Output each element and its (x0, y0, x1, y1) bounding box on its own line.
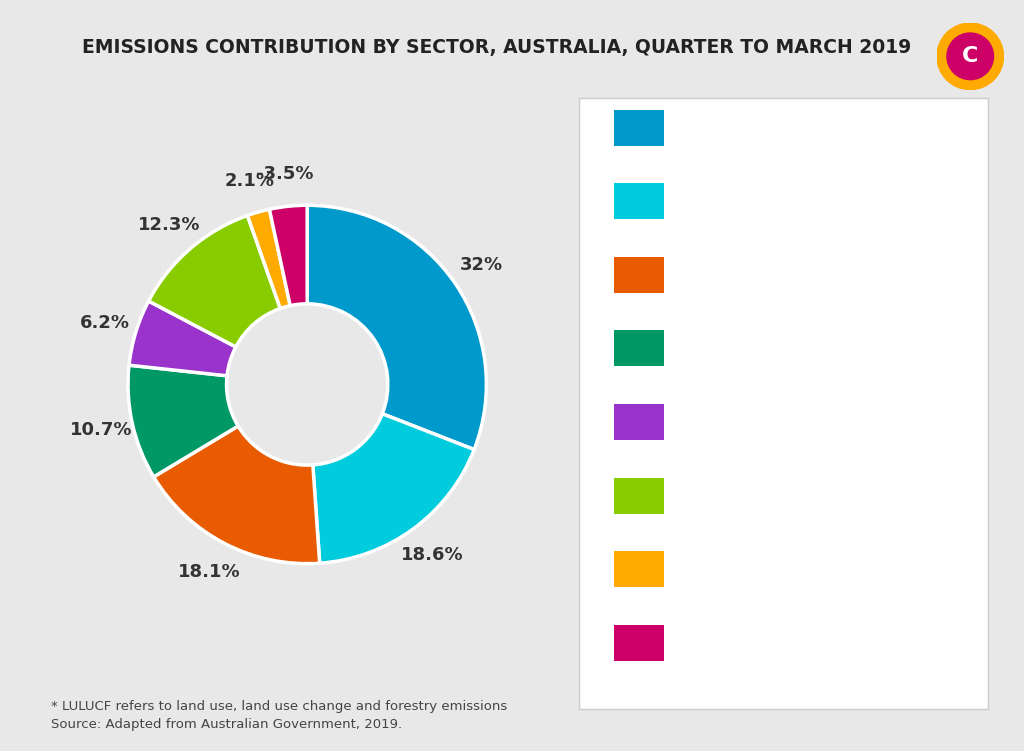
Wedge shape (312, 414, 474, 563)
Text: 18.1%: 18.1% (178, 563, 241, 581)
Wedge shape (154, 426, 319, 564)
Text: Waste: Waste (679, 562, 724, 577)
Text: EMISSIONS CONTRIBUTION BY SECTOR, AUSTRALIA, QUARTER TO MARCH 2019: EMISSIONS CONTRIBUTION BY SECTOR, AUSTRA… (82, 38, 911, 56)
Text: Fugitive emissions: Fugitive emissions (679, 341, 814, 356)
Text: -3.5%: -3.5% (256, 165, 313, 183)
Text: 18.6%: 18.6% (401, 546, 464, 564)
Text: Industrial processes: Industrial processes (679, 415, 825, 430)
Text: Electricity: Electricity (679, 120, 752, 135)
Text: Source: Adapted from Australian Government, 2019.: Source: Adapted from Australian Governme… (51, 719, 402, 731)
Text: 6.2%: 6.2% (80, 314, 130, 332)
Wedge shape (248, 210, 290, 309)
Wedge shape (307, 205, 486, 450)
Text: C: C (963, 47, 978, 66)
Text: Agriculture: Agriculture (679, 488, 760, 503)
Wedge shape (129, 301, 236, 376)
Text: 10.7%: 10.7% (70, 421, 132, 439)
Text: * LULUCF refers to land use, land use change and forestry emissions: * LULUCF refers to land use, land use ch… (51, 700, 508, 713)
Text: 12.3%: 12.3% (137, 216, 200, 234)
Text: Stationary energy
excluding electricity: Stationary energy excluding electricity (679, 185, 826, 218)
Text: LULUCF*: LULUCF* (679, 635, 740, 650)
Circle shape (947, 33, 993, 80)
Wedge shape (148, 216, 281, 347)
Wedge shape (128, 365, 239, 477)
Text: 32%: 32% (460, 256, 504, 274)
Text: 2.1%: 2.1% (224, 172, 274, 190)
Text: Transport: Transport (679, 267, 749, 282)
Circle shape (937, 23, 1004, 89)
Wedge shape (269, 205, 307, 306)
